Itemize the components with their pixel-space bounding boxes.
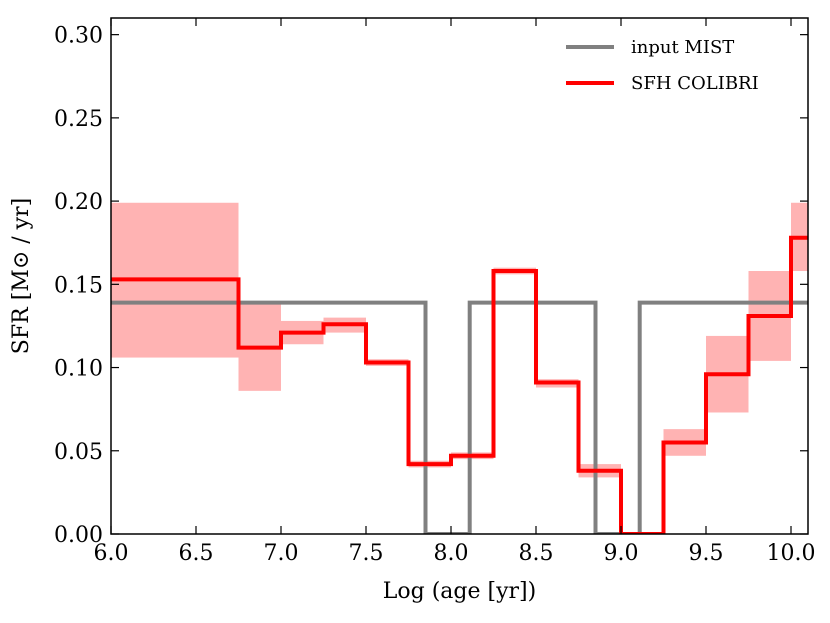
x-tick-label-0: 6.0 bbox=[94, 541, 129, 566]
plot-frame bbox=[110, 17, 809, 535]
axis-tick-labels: 6.0 6.5 7.0 7.5 8.0 8.5 9.0 9.5 10.0 0.00 0.05 0.10… bbox=[54, 24, 815, 566]
x-tick-label-4: 8.0 bbox=[434, 541, 469, 566]
legend-label-input_mist: input MIST bbox=[631, 37, 734, 58]
x-axis-label: Log (age [yr]) bbox=[383, 579, 536, 604]
y-axis-label: SFR [M⊙ / yr] bbox=[9, 198, 34, 354]
y-tick-label-3: 0.15 bbox=[54, 273, 103, 298]
x-tick-label-6: 9.0 bbox=[604, 541, 639, 566]
y-tick-label-6: 0.30 bbox=[54, 24, 103, 49]
series-line-input_mist bbox=[111, 300, 808, 534]
y-tick-label-4: 0.20 bbox=[54, 190, 103, 215]
y-tick-label-2: 0.10 bbox=[54, 357, 103, 382]
x-tick-label-8: 10.0 bbox=[767, 541, 816, 566]
series-line-sfh_colibri bbox=[111, 235, 808, 534]
x-tick-label-3: 7.5 bbox=[349, 541, 384, 566]
axis-ticks bbox=[110, 18, 808, 535]
x-tick-label-1: 6.5 bbox=[179, 541, 214, 566]
x-tick-label-5: 8.5 bbox=[519, 541, 554, 566]
y-tick-label-0: 0.00 bbox=[54, 523, 103, 548]
series-lines bbox=[111, 235, 808, 534]
y-tick-label-5: 0.25 bbox=[54, 107, 103, 132]
x-tick-label-7: 9.5 bbox=[689, 541, 724, 566]
legend: input MIST SFH COLIBRI bbox=[566, 37, 759, 94]
uncertainty-bands bbox=[111, 202, 808, 534]
legend-label-sfh_colibri: SFH COLIBRI bbox=[631, 73, 759, 94]
y-tick-label-1: 0.05 bbox=[54, 440, 103, 465]
x-tick-label-2: 7.0 bbox=[264, 541, 299, 566]
